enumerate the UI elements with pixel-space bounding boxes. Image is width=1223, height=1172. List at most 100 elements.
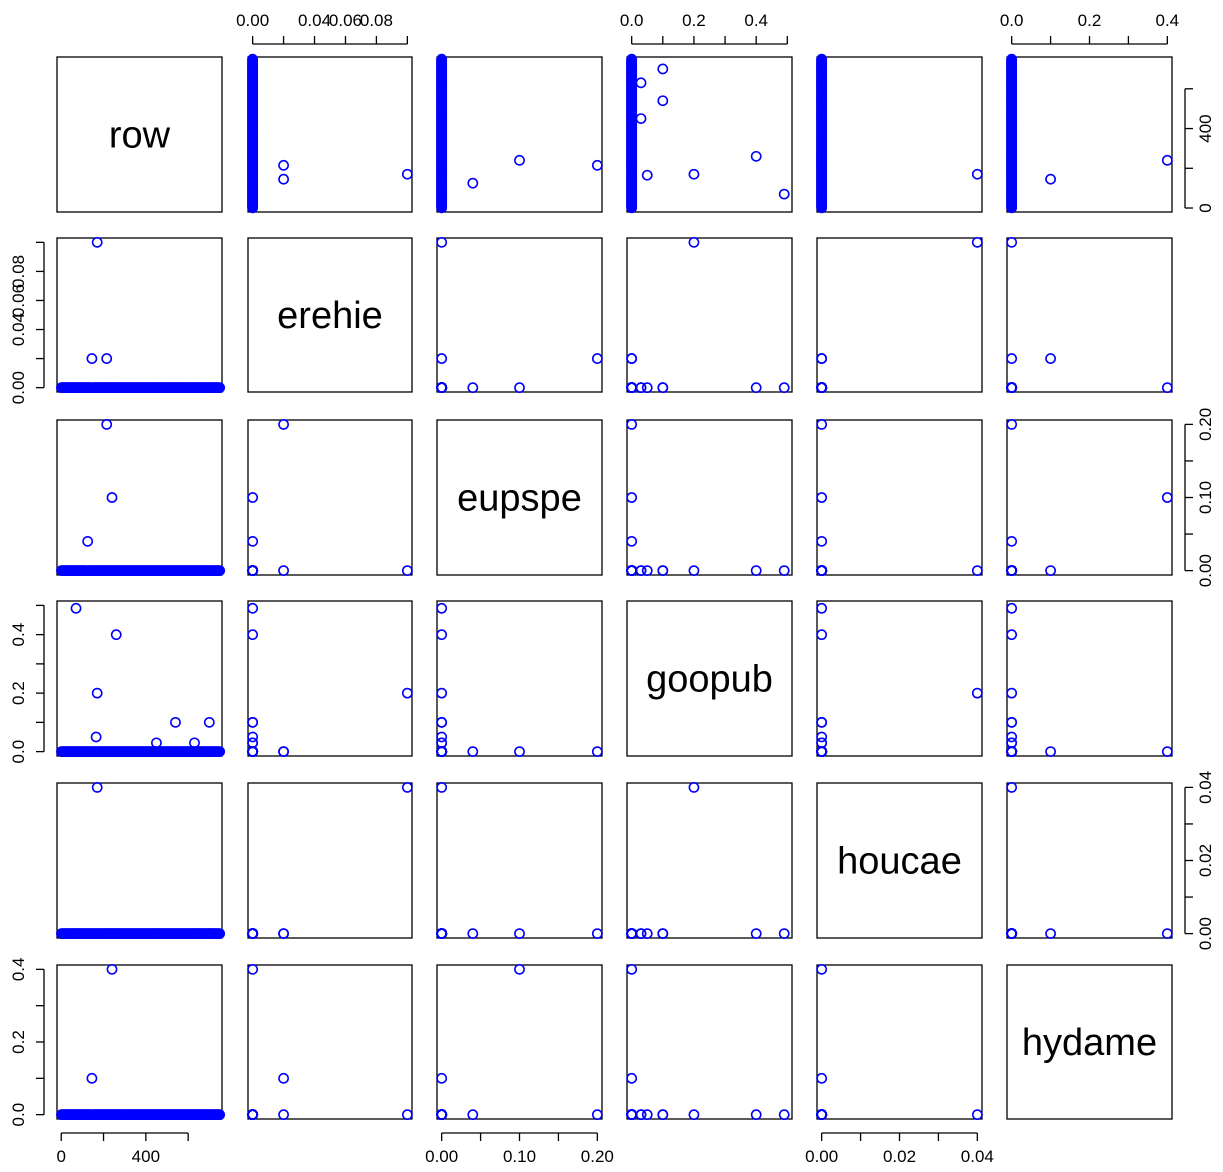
data-point (971, 687, 983, 699)
data-point (626, 418, 638, 430)
data-point (91, 781, 103, 793)
data-point (110, 565, 122, 577)
data-point (70, 565, 82, 577)
panel-frame (816, 237, 983, 393)
data-point (816, 492, 828, 503)
data-point (189, 565, 200, 577)
data-point (1161, 928, 1173, 940)
data-point (971, 236, 983, 248)
panel-frame (626, 419, 793, 576)
data-point (626, 154, 638, 166)
data-point (688, 168, 700, 180)
panel-row-vs-hydame (1006, 53, 1173, 214)
data-point (203, 565, 215, 577)
panel-frame (816, 419, 983, 576)
data-point (816, 418, 828, 430)
data-point (247, 188, 259, 200)
data-point (247, 629, 259, 641)
panel-frame (436, 56, 603, 213)
data-point (688, 565, 700, 577)
panel-houcae-vs-erehie (247, 781, 413, 940)
panel-frame (56, 419, 223, 576)
panel-goopub-vs-goopub: goopub (626, 600, 793, 757)
data-point (778, 565, 790, 577)
data-point (436, 77, 448, 89)
data-point (1045, 565, 1056, 577)
panel-erehie-vs-hydame (1006, 236, 1173, 394)
data-point (657, 95, 669, 107)
data-point (247, 716, 259, 728)
data-point (626, 382, 638, 394)
data-point (816, 737, 828, 749)
data-point (778, 382, 790, 394)
panel-hydame-vs-row (56, 963, 226, 1121)
variable-label-row: row (109, 115, 171, 157)
data-point (401, 565, 413, 577)
data-point (467, 746, 479, 758)
data-point (467, 177, 479, 189)
data-point (436, 928, 448, 940)
data-point (1006, 77, 1018, 89)
data-point (278, 159, 289, 171)
data-point (203, 382, 215, 394)
data-point (436, 781, 448, 793)
panel-goopub-vs-houcae (816, 600, 983, 758)
data-point (247, 535, 259, 547)
variable-label-eupspe: eupspe (457, 478, 582, 520)
data-point (106, 492, 118, 503)
data-point (1045, 353, 1056, 364)
data-point (247, 154, 259, 166)
data-point (626, 928, 638, 940)
data-point (816, 602, 828, 614)
data-point (436, 188, 448, 200)
data-point (816, 154, 828, 166)
panel-frame (56, 56, 223, 213)
data-point (514, 154, 525, 166)
data-point (189, 382, 200, 394)
data-point (626, 177, 638, 189)
panel-frame (436, 782, 603, 939)
data-point (203, 716, 215, 728)
data-point (626, 173, 638, 185)
data-point (278, 746, 289, 758)
data-point (436, 63, 448, 75)
data-point (247, 602, 259, 614)
data-point (247, 928, 259, 940)
data-point (1006, 63, 1018, 75)
data-point (436, 716, 448, 728)
panel-row-vs-row: row (56, 56, 223, 213)
data-point (657, 382, 669, 394)
data-point (514, 746, 525, 758)
panel-frame (816, 56, 983, 213)
data-point (816, 150, 828, 162)
data-point (1006, 113, 1018, 125)
data-point (591, 746, 603, 758)
data-point (641, 169, 653, 181)
panel-goopub-vs-row (56, 600, 226, 758)
panel-goopub-vs-eupspe (436, 600, 603, 758)
data-point (101, 418, 113, 430)
data-point (247, 177, 259, 189)
data-point (750, 928, 762, 940)
panel-frame (626, 56, 793, 213)
variable-label-goopub: goopub (646, 659, 773, 701)
data-point (436, 602, 448, 614)
data-point (971, 565, 983, 577)
data-point (816, 353, 828, 364)
data-point (1006, 565, 1018, 577)
data-point (90, 382, 102, 394)
data-point (278, 565, 289, 577)
data-point (591, 353, 603, 364)
data-point (1006, 95, 1018, 107)
data-point (1006, 928, 1018, 940)
data-point (436, 737, 448, 749)
data-point (688, 236, 700, 248)
data-point (1006, 687, 1018, 699)
data-point (401, 168, 413, 180)
data-point (971, 168, 983, 180)
data-point (1161, 382, 1173, 394)
data-point (151, 382, 162, 394)
variable-label-erehie: erehie (277, 295, 383, 337)
data-point (635, 382, 647, 394)
